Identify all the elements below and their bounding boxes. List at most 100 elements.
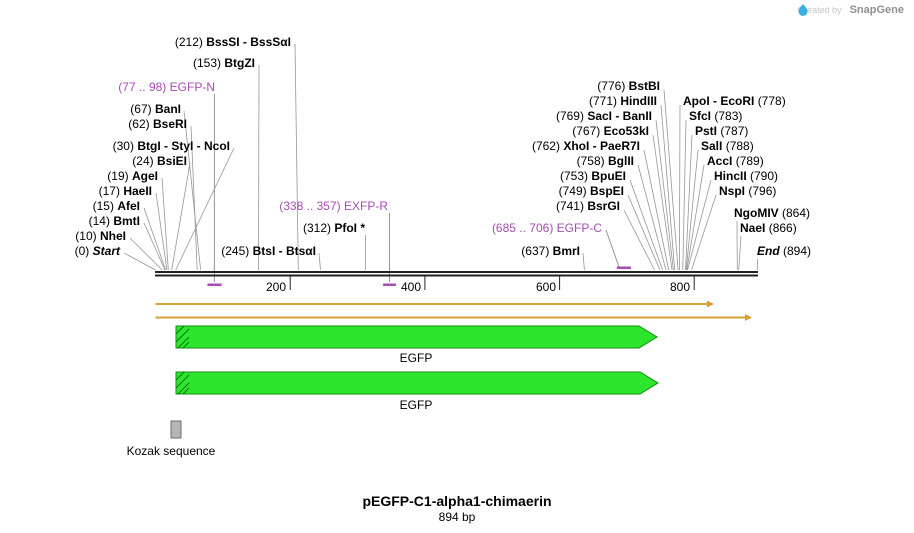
site-label-btgi-styi-ncoi[interactable]: (30) BtgI - StyI - NcoI [113, 139, 230, 153]
callout [183, 110, 201, 271]
callout [190, 125, 198, 271]
primer-label-exfp-r[interactable]: (338 .. 357) EXFP-R [279, 199, 388, 213]
site-name: BspEI [589, 184, 624, 198]
site-name: NheI [99, 229, 126, 243]
primer-label-egfp-n[interactable]: (77 .. 98) EGFP-N [118, 80, 215, 94]
site-label-hincii[interactable]: HincII (790) [714, 169, 778, 183]
site-label-bsiei[interactable]: (24) BsiEI [132, 154, 187, 168]
site-pos: (771) [588, 94, 617, 108]
site-pos: (753) [559, 169, 588, 183]
callout [258, 64, 260, 271]
site-name: BstBI [628, 79, 660, 93]
site-label-apoi-ecori[interactable]: ApoI - EcoRI (778) [683, 94, 786, 108]
callout [161, 177, 169, 271]
callout [318, 252, 321, 271]
site-label-btsi[interactable]: (245) BtsI - BtsαI [221, 244, 316, 258]
site-label-bmri[interactable]: (637) BmrI [521, 244, 580, 258]
site-label-ngomiv[interactable]: NgoMIV (864) [734, 206, 810, 220]
site-label-agei[interactable]: (19) AgeI [107, 169, 158, 183]
site-name: BssSI - BssSαI [206, 35, 291, 49]
feature-box-kozak[interactable] [170, 420, 182, 439]
site-pos: (749) [558, 184, 587, 198]
callout [685, 149, 699, 271]
terminal-label-end[interactable]: End (894) [757, 244, 811, 258]
callout [582, 252, 585, 271]
sequence-line-top-strand[interactable] [155, 271, 758, 273]
map-title: pEGFP-C1-alpha1-chimaerin [362, 493, 552, 509]
site-label-pfoi[interactable]: (312) PfoI * [303, 221, 365, 235]
callout [627, 194, 661, 271]
site-label-nhei[interactable]: (10) NheI [75, 229, 126, 243]
feature-arrow-egfp-1-hatch [175, 325, 190, 349]
terminal-label-start[interactable]: (0) Start [75, 244, 120, 258]
primer-name: EGFP-N [169, 80, 215, 94]
site-pos: (62) [128, 117, 150, 131]
site-name: BpuEI [591, 169, 626, 183]
site-label-sali[interactable]: SalI (788) [701, 139, 754, 153]
site-label-nspi[interactable]: NspI (796) [719, 184, 776, 198]
site-pos: (758) [576, 154, 605, 168]
site-label-acci[interactable]: AccI (789) [707, 154, 764, 168]
site-label-bseri[interactable]: (62) BseRI [128, 117, 187, 131]
site-pos: (741) [555, 199, 584, 213]
callout [682, 119, 687, 271]
callout [629, 179, 663, 271]
feature-arrow-egfp-2[interactable] [175, 371, 659, 395]
site-label-bstbi[interactable]: (776) BstBI [597, 79, 660, 93]
callout [679, 104, 681, 271]
tick-label-400: 400 [400, 280, 421, 294]
site-pos: (776) [597, 79, 626, 93]
site-label-bmti[interactable]: (14) BmtI [89, 214, 140, 228]
watermark-created-by: Created by [797, 5, 842, 15]
primer-range: (338 .. 357) [279, 199, 341, 213]
site-label-bglii[interactable]: (758) BglII [577, 154, 634, 168]
site-name: Eco53kI [603, 124, 649, 138]
feature-label-kozak: Kozak sequence [126, 444, 216, 458]
site-name: SfcI [689, 109, 712, 123]
site-name: BglII [608, 154, 634, 168]
site-label-saci-banii[interactable]: (769) SacI - BanII [556, 109, 652, 123]
site-label-btgzi[interactable]: (153) BtgZI [193, 56, 255, 70]
site-label-naei[interactable]: NaeI (866) [740, 221, 797, 235]
site-pos: (637) [521, 244, 550, 258]
feature-arrow-egfp-1[interactable] [175, 325, 658, 349]
primer-bar-egfp-c[interactable] [616, 266, 631, 270]
site-pos: (796) [748, 184, 777, 198]
site-label-eco53ki[interactable]: (767) Eco53kI [572, 124, 649, 138]
site-label-bpuei[interactable]: (753) BpuEI [560, 169, 626, 183]
site-label-sfci[interactable]: SfcI (783) [689, 109, 742, 123]
callout [685, 134, 693, 271]
site-pos: (24) [132, 154, 154, 168]
feature-arrow-egfp-2-hatch [175, 371, 190, 395]
tick-label-600: 600 [535, 280, 556, 294]
site-pos: (14) [88, 214, 110, 228]
primer-bar-egfp-n[interactable] [207, 283, 222, 287]
site-label-haeii[interactable]: (17) HaeII [99, 184, 152, 198]
site-label-hindiii[interactable]: (771) HindIII [589, 94, 657, 108]
site-name: ApoI - EcoRI [683, 94, 755, 108]
site-pos: (864) [782, 206, 811, 220]
feature-label-egfp-1: EGFP [399, 351, 433, 365]
callout [171, 162, 191, 271]
site-pos: (30) [112, 139, 134, 153]
site-pos: (212) [174, 35, 203, 49]
primer-label-egfp-c[interactable]: (685 .. 706) EGFP-C [492, 221, 602, 235]
site-label-bsrgi[interactable]: (741) BsrGI [556, 199, 620, 213]
site-name: PstI [695, 124, 718, 138]
site-label-bspei[interactable]: (749) BspEI [559, 184, 624, 198]
site-label-psti[interactable]: PstI (787) [695, 124, 748, 138]
site-pos: (762) [531, 139, 560, 153]
callout [294, 43, 299, 271]
primer-bar-exfp-r[interactable] [383, 283, 396, 287]
site-label-bsssi[interactable]: (212) BssSI - BssSαI [175, 35, 291, 49]
site-name: BseRI [152, 117, 187, 131]
site-label-xhoi-paer7i[interactable]: (762) XhoI - PaeR7I [532, 139, 640, 153]
callout [643, 149, 670, 271]
site-label-bani[interactable]: (67) BanI [130, 102, 181, 116]
sequence-line-bottom-strand[interactable] [155, 274, 758, 277]
site-name: BsiEI [156, 154, 187, 168]
site-label-afei[interactable]: (15) AfeI [93, 199, 140, 213]
primer-name: EGFP-C [556, 221, 602, 235]
